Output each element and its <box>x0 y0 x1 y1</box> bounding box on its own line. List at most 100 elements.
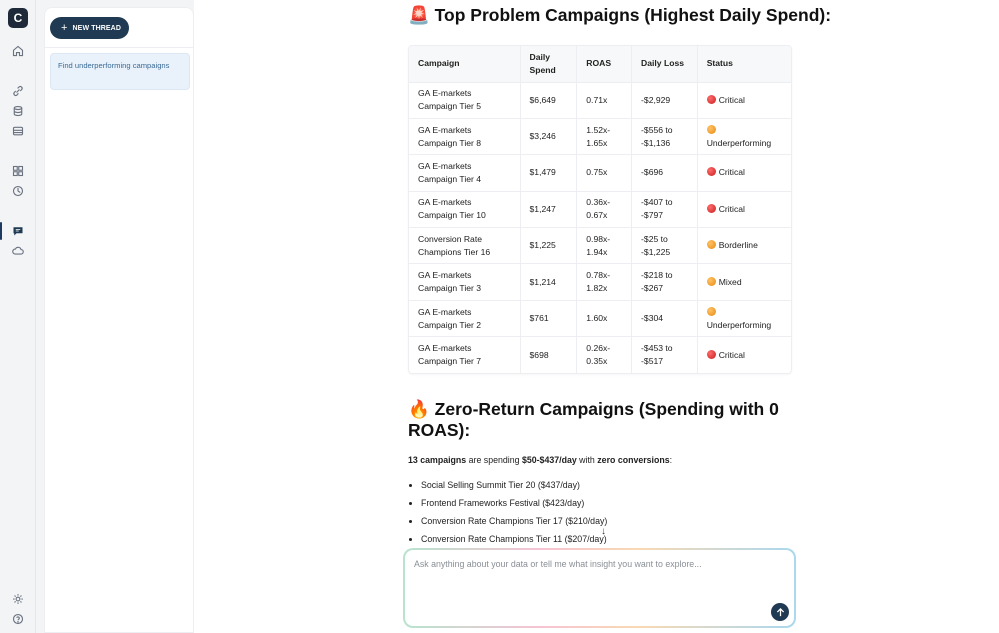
list-item: Frontend Frameworks Festival ($423/day) <box>421 497 607 515</box>
zero-return-summary: 13 campaigns are spending $50-$437/day w… <box>408 455 672 465</box>
thread-sidebar: + NEW THREAD Find underperforming campai… <box>44 7 194 633</box>
table-row: GA E-markets Campaign Tier 8 $3,246 1.52… <box>409 118 791 156</box>
zero-return-heading: 🔥 Zero-Return Campaigns (Spending with 0… <box>408 399 779 440</box>
cell-spend: $6,649 <box>520 82 578 119</box>
critical-dot-icon <box>706 203 716 213</box>
status-text: Critical <box>718 203 745 214</box>
top-problem-heading: 🚨 Top Problem Campaigns (Highest Daily S… <box>408 5 832 25</box>
cell-status: Critical <box>697 154 791 192</box>
cell-spend: $1,214 <box>520 263 578 301</box>
header-daily-loss: Daily Loss <box>631 46 698 83</box>
chat-icon[interactable] <box>10 223 26 239</box>
chat-composer-inner <box>405 550 794 626</box>
new-thread-label: NEW THREAD <box>72 24 121 32</box>
cell-status: Underperforming <box>697 118 791 156</box>
cell-spend: $1,247 <box>520 191 578 229</box>
logo-icon[interactable]: C <box>8 8 28 28</box>
header-daily-spend: Daily Spend <box>520 46 578 83</box>
integrations-icon[interactable] <box>10 83 26 99</box>
list-item: Conversion Rate Champions Tier 17 ($210/… <box>421 515 607 533</box>
cell-campaign: GA E-markets Campaign Tier 3 <box>409 263 521 301</box>
new-thread-button[interactable]: + NEW THREAD <box>50 17 129 39</box>
cell-campaign: GA E-markets Campaign Tier 4 <box>409 154 521 192</box>
cell-roas: 0.78x-1.82x <box>576 263 633 301</box>
cell-loss: -$453 to -$517 <box>631 336 698 374</box>
icon-rail: C <box>0 0 36 633</box>
summary-zero: zero conversions <box>597 455 670 465</box>
cell-campaign: GA E-markets Campaign Tier 10 <box>409 191 521 229</box>
thread-title: Find underperforming campaigns <box>58 61 170 70</box>
status-text: Critical <box>718 94 745 105</box>
critical-dot-icon <box>706 94 716 104</box>
database-icon[interactable] <box>10 103 26 119</box>
list-item: Social Selling Summit Tier 20 ($437/day) <box>421 479 607 497</box>
chat-main: 🚨 Top Problem Campaigns (Highest Daily S… <box>194 0 999 633</box>
cell-roas: 1.52x-1.65x <box>576 118 633 156</box>
header-campaign: Campaign <box>409 46 521 83</box>
cloud-icon[interactable] <box>10 243 26 259</box>
cell-roas: 0.75x <box>576 154 633 192</box>
cell-spend: $1,479 <box>520 154 578 192</box>
table-row: Conversion Rate Champions Tier 16 $1,225… <box>409 227 791 265</box>
table-header-row: Campaign Daily Spend ROAS Daily Loss Sta… <box>409 46 791 83</box>
cell-campaign: GA E-markets Campaign Tier 5 <box>409 82 521 119</box>
history-icon[interactable] <box>10 183 26 199</box>
cell-loss: -$304 <box>631 300 698 338</box>
warning-dot-icon <box>706 124 716 134</box>
status-text: Underperforming <box>706 137 772 148</box>
scroll-down-icon[interactable]: ↓ <box>601 526 606 537</box>
cell-loss: -$25 to -$1,225 <box>631 227 698 265</box>
cell-loss: -$556 to -$1,136 <box>631 118 698 156</box>
warning-dot-icon <box>706 276 716 286</box>
cell-roas: 0.26x-0.35x <box>576 336 633 374</box>
status-text: Underperforming <box>706 319 772 330</box>
chat-composer <box>403 548 796 628</box>
thread-item[interactable]: Find underperforming campaigns <box>50 53 190 90</box>
cell-loss: -$407 to -$797 <box>631 191 698 229</box>
summary-range: $50-$437/day <box>521 455 577 465</box>
header-status: Status <box>697 46 791 83</box>
cell-roas: 0.36x-0.67x <box>576 191 633 229</box>
campaign-table: Campaign Daily Spend ROAS Daily Loss Sta… <box>408 45 792 375</box>
sidebar-divider <box>45 47 193 48</box>
cell-status: Mixed <box>697 263 791 301</box>
storage-icon[interactable] <box>10 123 26 139</box>
cell-status: Borderline <box>697 227 791 265</box>
warning-dot-icon <box>706 240 716 250</box>
critical-dot-icon <box>706 167 716 177</box>
zero-return-list: Social Selling Summit Tier 20 ($437/day)… <box>421 479 607 551</box>
plus-icon: + <box>61 21 68 34</box>
home-icon[interactable] <box>10 43 26 59</box>
cell-campaign: GA E-markets Campaign Tier 8 <box>409 118 521 156</box>
summary-count: 13 campaigns <box>408 455 467 465</box>
cell-roas: 1.60x <box>576 300 633 338</box>
cell-roas: 0.98x-1.94x <box>576 227 633 265</box>
cell-spend: $1,225 <box>520 227 578 265</box>
cell-roas: 0.71x <box>576 82 633 119</box>
settings-icon[interactable] <box>10 591 26 607</box>
warning-dot-icon <box>706 306 716 316</box>
send-button[interactable] <box>771 603 789 621</box>
cell-status: Underperforming <box>697 300 791 338</box>
header-roas: ROAS <box>576 46 633 83</box>
table-row: GA E-markets Campaign Tier 4 $1,479 0.75… <box>409 154 791 192</box>
table-row: GA E-markets Campaign Tier 7 $698 0.26x-… <box>409 336 791 374</box>
chat-input[interactable] <box>414 559 764 569</box>
cell-spend: $3,246 <box>520 118 578 156</box>
dashboard-icon[interactable] <box>10 163 26 179</box>
list-item: Conversion Rate Champions Tier 11 ($207/… <box>421 533 607 551</box>
cell-status: Critical <box>697 337 791 373</box>
status-text: Critical <box>718 349 745 360</box>
cell-loss: -$218 to -$267 <box>631 263 698 301</box>
help-icon[interactable] <box>10 611 26 627</box>
cell-spend: $761 <box>520 300 578 338</box>
cell-loss: -$2,929 <box>631 82 698 119</box>
table-row: GA E-markets Campaign Tier 10 $1,247 0.3… <box>409 191 791 229</box>
table-row: GA E-markets Campaign Tier 2 $761 1.60x … <box>409 300 791 338</box>
active-indicator <box>0 222 2 240</box>
summary-text: with <box>576 455 598 465</box>
arrow-up-icon <box>776 607 784 616</box>
cell-spend: $698 <box>520 336 578 374</box>
cell-campaign: GA E-markets Campaign Tier 2 <box>409 300 521 338</box>
summary-text: : <box>669 455 673 465</box>
